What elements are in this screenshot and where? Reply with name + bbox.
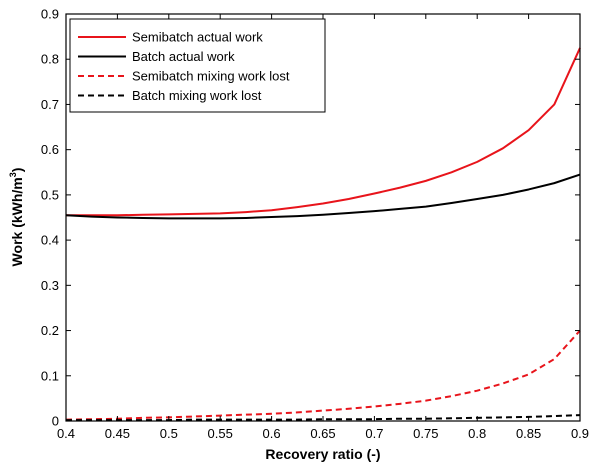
y-axis-title-sup: 3	[8, 172, 18, 177]
x-tick-label: 0.65	[310, 426, 335, 441]
x-tick-label: 0.4	[57, 426, 75, 441]
y-tick-label: 0.7	[41, 97, 59, 112]
series-layer	[65, 47, 581, 422]
legend-label-1: Semibatch actual work	[132, 30, 263, 45]
y-tick-label: 0.5	[41, 187, 59, 202]
y-tick-labels: 0 0.1 0.2 0.3 0.4 0.5 0.6 0.7 0.8 0.9	[41, 7, 59, 429]
x-tick-label: 0.45	[105, 426, 130, 441]
y-axis-title-prefix: Work (kWh/m	[9, 177, 25, 266]
legend-label-4: Batch mixing work lost	[132, 88, 262, 103]
y-tick-label: 0.3	[41, 278, 59, 293]
plot-frame	[65, 13, 581, 422]
y-tick-label: 0.4	[41, 233, 59, 248]
x-tick-labels: 0.4 0.45 0.5 0.55 0.6 0.65 0.7 0.75 0.8 0.85 0.9	[57, 426, 589, 441]
legend-items: Semibatch actual work Batch actual work Se…	[78, 30, 290, 103]
x-tick-label: 0.6	[263, 426, 281, 441]
legend: Semibatch actual work Batch actual work Se…	[69, 18, 326, 113]
legend-label-3: Semibatch mixing work lost	[132, 69, 290, 84]
x-tick-label: 0.8	[468, 426, 486, 441]
y-tick-label: 0.8	[41, 52, 59, 67]
series-line-3	[65, 329, 581, 421]
x-tick-label: 0.55	[208, 426, 233, 441]
y-axis-title-suffix: )	[9, 168, 25, 173]
x-tick-label: 0.85	[516, 426, 541, 441]
x-tick-label: 0.9	[571, 426, 589, 441]
y-tick-label: 0.1	[41, 368, 59, 383]
y-tick-label: 0	[52, 414, 59, 429]
y-tick-label: 0.2	[41, 323, 59, 338]
x-tick-label: 0.75	[413, 426, 438, 441]
x-tick-label: 0.5	[160, 426, 178, 441]
series-line-4	[66, 414, 581, 422]
x-axis-title: Recovery ratio (-)	[265, 446, 380, 462]
y-tick-label: 0.9	[41, 7, 59, 22]
x-tick-label: 0.7	[365, 426, 383, 441]
y-axis-title: Work (kWh/m3)	[8, 168, 25, 267]
series-line-2	[65, 173, 581, 220]
legend-label-2: Batch actual work	[132, 49, 235, 64]
y-tick-label: 0.6	[41, 142, 59, 157]
series-line-1	[66, 47, 581, 217]
